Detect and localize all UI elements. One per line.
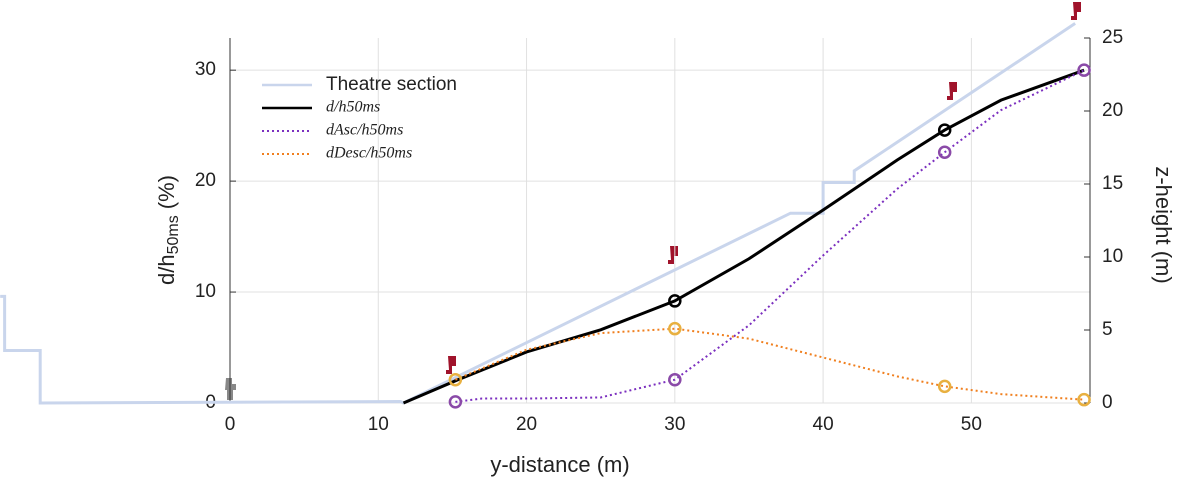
x-tick-label: 10 bbox=[368, 414, 389, 435]
y2-tick-label: 10 bbox=[1102, 246, 1123, 267]
x-tick-label: 20 bbox=[516, 414, 537, 435]
y2-tick-label: 5 bbox=[1102, 319, 1113, 340]
series-line bbox=[455, 69, 1085, 403]
y2-tick-label: 25 bbox=[1102, 27, 1123, 48]
marker bbox=[668, 372, 682, 387]
x-tick-label: 40 bbox=[813, 414, 834, 435]
legend-label: Theatre section bbox=[326, 74, 457, 95]
y-label-part: (%) bbox=[154, 175, 179, 215]
x-axis-label: y-distance (m) bbox=[490, 452, 629, 477]
marker bbox=[448, 395, 463, 409]
y2-axis-label: z-height (m) bbox=[1151, 166, 1176, 283]
marker bbox=[448, 372, 463, 387]
x-tick-label: 0 bbox=[225, 414, 236, 435]
legend-label: d/h50ms bbox=[326, 99, 380, 116]
y-axis-label: d/h50ms (%) bbox=[154, 175, 182, 285]
y-label-sub: 50ms bbox=[165, 215, 182, 254]
y2-tick-label: 20 bbox=[1102, 100, 1123, 121]
series-line bbox=[454, 327, 1085, 401]
marker bbox=[668, 321, 682, 336]
series-line bbox=[402, 68, 1085, 405]
marker bbox=[668, 294, 682, 308]
marker bbox=[937, 123, 952, 137]
y-tick-label: 30 bbox=[195, 59, 216, 80]
x-tick-label: 50 bbox=[961, 414, 982, 435]
y2-tick-label: 0 bbox=[1102, 392, 1113, 413]
marker bbox=[1077, 392, 1091, 407]
y-tick-label: 10 bbox=[195, 281, 216, 302]
legend-label: dAsc/h50ms bbox=[326, 122, 403, 139]
legend-label: dDesc/h50ms bbox=[326, 145, 412, 162]
y-tick-label: 20 bbox=[195, 170, 216, 191]
x-tick-label: 30 bbox=[664, 414, 685, 435]
marker bbox=[937, 145, 952, 160]
marker bbox=[1077, 63, 1091, 77]
y2-tick-label: 15 bbox=[1102, 173, 1123, 194]
audience-icons bbox=[446, 2, 1081, 374]
y-label-part: d/h bbox=[154, 254, 179, 285]
marker bbox=[937, 379, 952, 394]
